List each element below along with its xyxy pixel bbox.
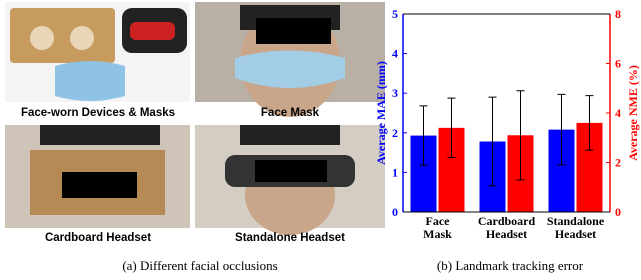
y2-axis-label: Average NME (%) (626, 65, 640, 161)
panel-label: Standalone Headset (235, 232, 345, 244)
y2-tick-label: 0 (615, 205, 621, 219)
y2-tick-label: 8 (615, 7, 621, 21)
y2-tick-label: 2 (615, 156, 621, 170)
y2-tick-label: 6 (615, 57, 621, 71)
photo-devices (5, 2, 190, 102)
photo-face-mask (195, 2, 385, 117)
y-axis-label: Average MAE (mm) (374, 61, 388, 165)
caption: (a) Different facial occlusions (122, 258, 277, 273)
panel-label: Face Mask (261, 107, 320, 119)
y-tick-label: 3 (392, 86, 398, 100)
y2-tick-label: 4 (615, 106, 621, 120)
y-tick-label: 2 (392, 126, 398, 140)
photo-cardboard (5, 125, 190, 228)
panel-label: Cardboard Headset (45, 232, 151, 244)
y-tick-label: 4 (392, 47, 398, 61)
y-tick-label: 1 (392, 165, 398, 179)
figure: Face-worn Devices & Masks Face Mask Card… (0, 0, 641, 280)
photo-standalone (195, 125, 385, 235)
y-tick-label: 5 (392, 7, 398, 21)
y-tick-label: 0 (392, 205, 398, 219)
caption: (b) Landmark tracking error (437, 258, 584, 273)
panel-label: Face-worn Devices & Masks (21, 107, 175, 119)
